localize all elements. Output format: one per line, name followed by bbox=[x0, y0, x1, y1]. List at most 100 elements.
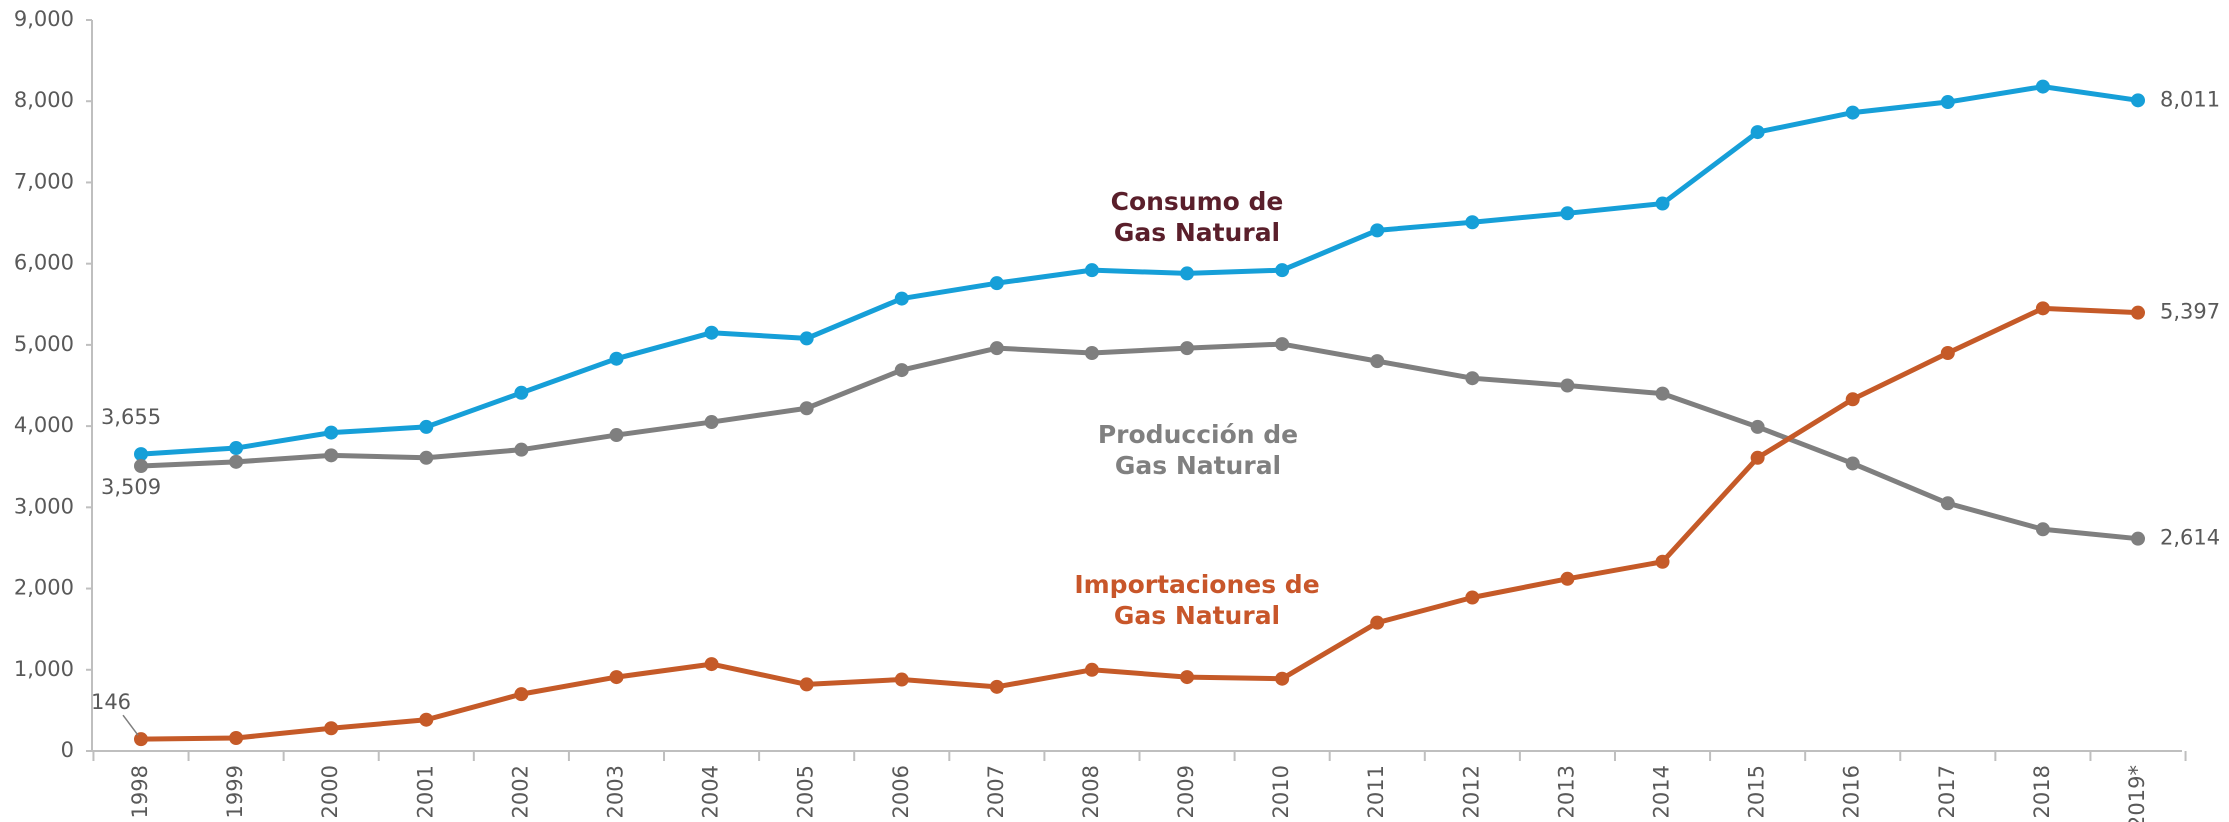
data-point bbox=[800, 401, 814, 415]
series-name-line: Consumo de bbox=[1111, 187, 1284, 216]
x-tick-label: 2002 bbox=[508, 765, 532, 818]
data-point bbox=[1656, 555, 1670, 569]
data-point bbox=[800, 331, 814, 345]
x-tick-label: 2009 bbox=[1174, 765, 1198, 818]
x-tick-label: 2015 bbox=[1745, 765, 1769, 818]
data-point bbox=[1370, 223, 1384, 237]
x-tick-label: 2006 bbox=[889, 765, 913, 818]
data-point bbox=[1941, 346, 1955, 360]
series-name-line: Gas Natural bbox=[1114, 601, 1280, 630]
data-point bbox=[609, 352, 623, 366]
data-point bbox=[1370, 354, 1384, 368]
x-tick-label: 1998 bbox=[128, 765, 152, 818]
x-tick-label: 2018 bbox=[2030, 765, 2054, 818]
data-point bbox=[2036, 80, 2050, 94]
series-name-line: Gas Natural bbox=[1114, 218, 1280, 247]
x-tick-label: 2013 bbox=[1554, 765, 1578, 818]
data-point bbox=[1465, 371, 1479, 385]
data-point bbox=[1656, 387, 1670, 401]
data-point bbox=[1941, 95, 1955, 109]
data-label: 3,509 bbox=[101, 475, 161, 499]
data-point bbox=[2036, 301, 2050, 315]
data-label: 3,655 bbox=[101, 405, 161, 429]
data-point bbox=[705, 415, 719, 429]
x-tick-label: 2016 bbox=[1840, 765, 1864, 818]
data-point bbox=[324, 448, 338, 462]
y-tick-label: 9,000 bbox=[14, 7, 74, 31]
data-point bbox=[990, 341, 1004, 355]
x-tick-label: 2012 bbox=[1459, 765, 1483, 818]
data-point bbox=[324, 426, 338, 440]
x-tick-label: 2008 bbox=[1079, 765, 1103, 818]
data-point bbox=[1751, 420, 1765, 434]
x-tick-label: 2019* bbox=[2125, 765, 2149, 822]
x-tick-label: 2014 bbox=[1650, 765, 1674, 818]
data-point bbox=[1275, 672, 1289, 686]
y-tick-label: 5,000 bbox=[14, 332, 74, 356]
data-point bbox=[514, 386, 528, 400]
data-label: 146 bbox=[91, 690, 131, 714]
data-point bbox=[705, 326, 719, 340]
y-tick-label: 8,000 bbox=[14, 88, 74, 112]
x-tick-label: 2001 bbox=[413, 765, 437, 818]
data-point bbox=[2131, 532, 2145, 546]
y-tick-label: 7,000 bbox=[14, 169, 74, 193]
series-line bbox=[141, 308, 2138, 739]
data-point bbox=[1085, 663, 1099, 677]
y-tick-label: 2,000 bbox=[14, 576, 74, 600]
data-point bbox=[419, 420, 433, 434]
data-point bbox=[895, 363, 909, 377]
x-tick-label: 2000 bbox=[318, 765, 342, 818]
series-name-line: Importaciones de bbox=[1074, 570, 1319, 599]
data-point bbox=[1846, 106, 1860, 120]
data-point bbox=[1560, 572, 1574, 586]
data-point bbox=[1275, 337, 1289, 351]
data-point bbox=[1085, 263, 1099, 277]
series-name-line: Gas Natural bbox=[1115, 451, 1281, 480]
data-point bbox=[1941, 496, 1955, 510]
x-tick-label: 2005 bbox=[794, 765, 818, 818]
x-tick-label: 2004 bbox=[699, 765, 723, 818]
data-point bbox=[229, 455, 243, 469]
data-point bbox=[800, 677, 814, 691]
data-point bbox=[1275, 263, 1289, 277]
data-point bbox=[324, 721, 338, 735]
data-point bbox=[990, 680, 1004, 694]
leader-line bbox=[123, 715, 138, 735]
y-tick-label: 4,000 bbox=[14, 413, 74, 437]
data-point bbox=[134, 459, 148, 473]
data-point bbox=[1085, 346, 1099, 360]
data-point bbox=[229, 731, 243, 745]
data-point bbox=[2131, 306, 2145, 320]
series-line bbox=[141, 87, 2138, 455]
y-tick-label: 1,000 bbox=[14, 657, 74, 681]
data-point bbox=[990, 276, 1004, 290]
data-label: 2,614 bbox=[2160, 526, 2220, 550]
chart: 01,0002,0003,0004,0005,0006,0007,0008,00… bbox=[0, 0, 2229, 822]
data-point bbox=[1751, 125, 1765, 139]
data-point bbox=[1370, 616, 1384, 630]
data-point bbox=[1180, 670, 1194, 684]
data-point bbox=[1465, 215, 1479, 229]
x-tick-label: 2010 bbox=[1269, 765, 1293, 818]
data-point bbox=[1465, 590, 1479, 604]
data-point bbox=[705, 657, 719, 671]
data-point bbox=[609, 428, 623, 442]
y-tick-label: 0 bbox=[61, 738, 74, 762]
data-point bbox=[895, 292, 909, 306]
x-tick-label: 1999 bbox=[223, 765, 247, 818]
data-point bbox=[134, 732, 148, 746]
data-point bbox=[514, 443, 528, 457]
data-point bbox=[419, 713, 433, 727]
data-point bbox=[2036, 522, 2050, 536]
data-point bbox=[514, 687, 528, 701]
y-tick-label: 6,000 bbox=[14, 251, 74, 275]
data-point bbox=[1180, 341, 1194, 355]
data-point bbox=[609, 670, 623, 684]
x-tick-label: 2003 bbox=[603, 765, 627, 818]
data-label: 5,397 bbox=[2160, 300, 2220, 324]
series-name-line: Producción de bbox=[1098, 420, 1298, 449]
